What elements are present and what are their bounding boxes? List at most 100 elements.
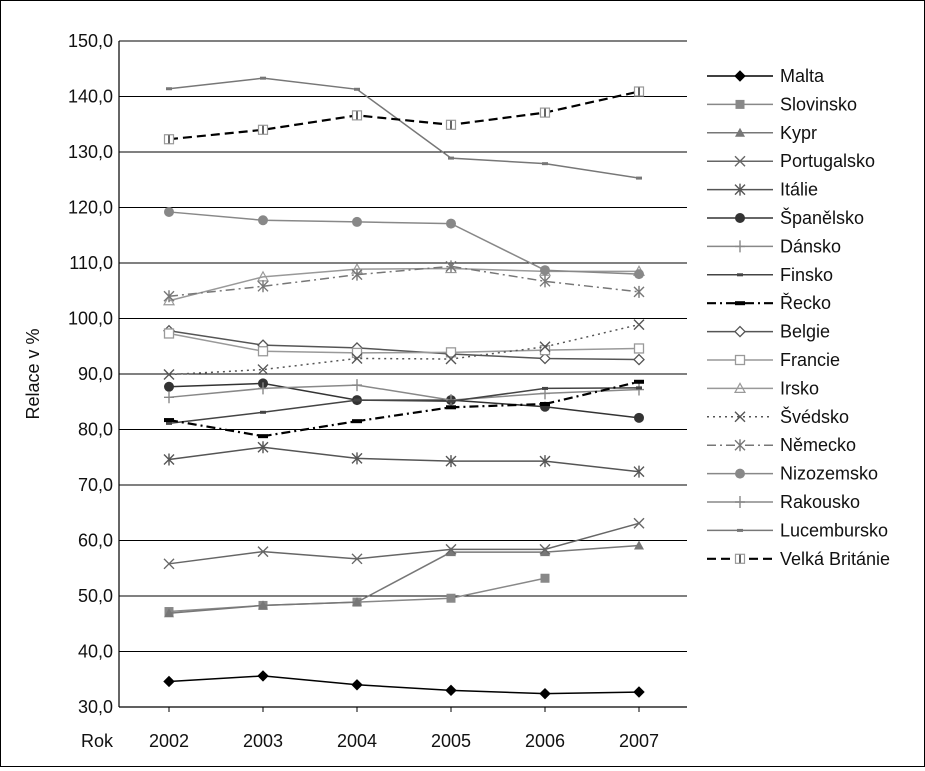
point-nizozemsko-2007: [634, 269, 644, 280]
series-lucembursko: [166, 76, 642, 180]
point-lucembursko-2006: [542, 162, 548, 166]
point-irsko-2002: [162, 294, 176, 306]
y-tick-label: 140,0: [68, 87, 113, 107]
legend-marker-dansko: [735, 240, 745, 253]
legend-label-slovinsko: Slovinsko: [780, 94, 857, 114]
legend-item-dansko: Dánsko: [707, 236, 841, 256]
point-slovinsko-2005: [446, 593, 456, 603]
point-nemecko-2005: [445, 260, 457, 273]
point-dansko-2007: [634, 383, 644, 396]
legend-marker-recko: [735, 301, 745, 306]
point-velka-britanie-2006: [539, 107, 551, 118]
legend-marker-finsko: [737, 273, 743, 277]
legend-label-lucembursko: Lucembursko: [780, 520, 888, 540]
legend-item-spanelsko: Španělsko: [707, 207, 864, 228]
point-kypr-2007: [634, 540, 644, 550]
y-tick-label: 30,0: [78, 697, 113, 717]
point-portugalsko-2003: [257, 546, 269, 558]
point-francie-2002: [163, 328, 175, 339]
series-line-portugalsko: [168, 522, 640, 565]
legend-marker-irsko: [733, 382, 747, 393]
point-portugalsko-2007: [633, 517, 645, 529]
series-line-nemecko: [168, 265, 640, 298]
point-dansko-2004: [352, 379, 362, 392]
tick-labels: 30,0 40,0 50,0 60,0 70,0 80,0 90,0 100,0 110,0 12…: [68, 31, 659, 751]
point-velka-britanie-2004: [351, 110, 363, 121]
y-tick-label: 90,0: [78, 364, 113, 384]
legend-marker-lucembursko: [737, 528, 743, 532]
legend-item-kypr: Kypr: [707, 123, 817, 143]
point-belgie-2006: [539, 352, 551, 365]
point-portugalsko-2005: [445, 543, 457, 555]
series-line-francie: [168, 332, 640, 354]
series-line-italie: [168, 446, 640, 473]
point-recko-2003: [258, 434, 268, 439]
point-recko-2002: [164, 418, 174, 423]
point-italie-2007: [633, 465, 645, 478]
y-tick-label: 120,0: [68, 198, 113, 218]
x-tick-label: 2004: [337, 731, 377, 751]
legend: Malta Slovinsko Kypr Portugalsko Itálie Španě…: [707, 66, 890, 569]
legend-marker-svedsko: [734, 411, 746, 423]
point-velka-britanie-2007: [633, 86, 645, 97]
legend-marker-belgie: [734, 325, 746, 338]
legend-marker-francie: [734, 354, 746, 366]
series-line-dansko: [168, 384, 640, 401]
series-nemecko: [163, 260, 645, 303]
y-tick-label: 130,0: [68, 142, 113, 162]
legend-marker-velka-britanie: [734, 553, 746, 564]
point-lucembursko-2004: [354, 87, 360, 91]
point-finsko-2006: [542, 386, 548, 390]
point-malta-2003: [257, 670, 269, 682]
point-nemecko-2006: [539, 275, 551, 288]
series-line-belgie: [168, 329, 640, 361]
point-italie-2006: [539, 455, 551, 468]
legend-label-dansko: Dánsko: [780, 236, 841, 256]
legend-marker-spanelsko: [735, 213, 745, 223]
point-svedsko-2005: [445, 353, 457, 365]
point-belgie-2007: [633, 353, 645, 366]
point-italie-2004: [351, 452, 363, 465]
point-slovinsko-2006: [540, 573, 550, 583]
point-velka-britanie-2003: [257, 124, 269, 135]
legend-label-spanelsko: Španělsko: [780, 207, 864, 228]
legend-item-nemecko: Německo: [707, 435, 856, 455]
point-lucembursko-2007: [636, 176, 642, 180]
y-tick-label: 150,0: [68, 31, 113, 51]
series-line-kypr: [168, 544, 640, 614]
point-nizozemsko-2002: [164, 206, 174, 217]
legend-label-francie: Francie: [780, 350, 840, 370]
point-spanelsko-2007: [634, 412, 644, 423]
x-tick-label: 2007: [619, 731, 659, 751]
legend-label-italie: Itálie: [780, 180, 818, 200]
legend-label-kypr: Kypr: [780, 123, 817, 143]
point-dansko-2002: [164, 391, 174, 404]
legend-marker-slovinsko: [735, 99, 745, 109]
series-svedsko: [163, 319, 645, 381]
legend-label-malta: Malta: [780, 66, 825, 86]
point-nizozemsko-2006: [540, 265, 550, 276]
point-recko-2007: [634, 379, 644, 384]
point-kypr-2002: [164, 608, 174, 618]
series-line-nizozemsko: [168, 211, 640, 275]
point-svedsko-2006: [539, 341, 551, 353]
series-francie: [163, 328, 645, 359]
x-tick-label: 2002: [149, 731, 189, 751]
axes: [118, 41, 687, 712]
series-line-svedsko: [168, 323, 640, 376]
x-tick-label: 2005: [431, 731, 471, 751]
legend-label-rakousko: Rakousko: [780, 492, 860, 512]
point-velka-britanie-2005: [445, 119, 457, 130]
series-recko: [164, 379, 644, 439]
legend-label-nizozemsko: Nizozemsko: [780, 464, 878, 484]
point-svedsko-2004: [351, 352, 363, 364]
point-portugalsko-2006: [539, 543, 551, 555]
legend-item-velka-britanie: Velká Británie: [707, 549, 890, 569]
legend-marker-malta: [734, 70, 746, 82]
series-slovinsko: [164, 573, 550, 617]
legend-item-francie: Francie: [707, 350, 840, 370]
point-malta-2005: [445, 684, 457, 697]
legend-label-finsko: Finsko: [780, 265, 833, 285]
